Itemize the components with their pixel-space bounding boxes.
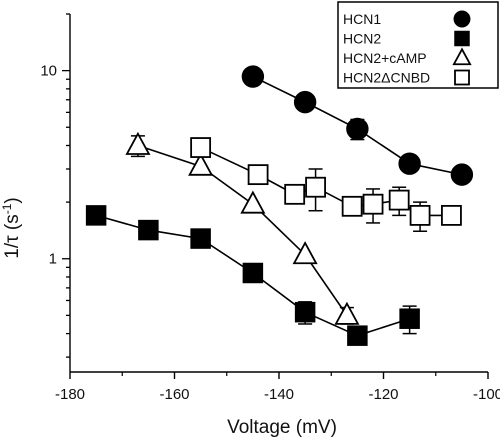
legend: HCN1 HCN2 HCN2+cAMP HCN2ΔCNBD [337,1,499,89]
x-axis-label: Voltage (mV) [227,417,337,438]
data-point [454,30,470,47]
legend-box [337,1,499,89]
data-point [241,65,265,88]
data-point [284,183,306,205]
y-tick-label: 1 [49,251,57,268]
y-axis-label-main: 1/τ (s [2,214,23,258]
x-tick-label: -180 [55,386,85,403]
legend-label: HCN2ΔCNBD [343,70,430,86]
series-HCN2 [85,205,420,346]
data-point [293,90,317,114]
legend-label: HCN2 [343,31,381,47]
axes: -180 -160 -140 -120 -100 1 10 [40,13,500,403]
data-point [138,219,159,241]
data-point [454,69,470,86]
data-point [452,47,472,66]
data-point [292,241,318,265]
series-HCN2+cAMP [125,131,360,325]
y-axis-label: 1/τ (s-1) [0,197,23,258]
data-point [347,325,368,346]
legend-label: HCN1 [343,11,381,27]
x-tick-label: -140 [264,386,294,403]
data-point [247,164,269,186]
series-layer [85,65,474,346]
data-point [341,195,363,217]
data-point [190,137,212,158]
data-point [125,131,151,155]
data-point [294,301,316,323]
data-point [399,308,420,329]
data-point [188,152,214,176]
data-point [346,117,369,141]
data-point [388,189,410,211]
data-point [190,228,211,249]
x-tick-label: -120 [368,386,398,403]
y-tick-label: 10 [40,63,57,80]
data-point [240,190,266,214]
y-axis-label-sup: -1 [0,203,14,214]
data-point [242,262,264,284]
series-HCN1 [241,65,474,186]
data-point [398,152,421,175]
data-point [441,204,462,226]
data-point [334,301,360,325]
data-point [450,163,474,186]
data-point [362,193,384,215]
x-tick-label: -160 [159,386,189,403]
x-tick-label: -100 [473,386,500,403]
legend-label: HCN2+cAMP [343,50,427,66]
data-point [85,205,107,226]
data-point [453,10,471,28]
series-HCN2ΔCNBD [190,137,462,233]
y-axis-label-end: ) [2,197,23,203]
data-point [409,204,431,226]
data-point [305,176,326,198]
